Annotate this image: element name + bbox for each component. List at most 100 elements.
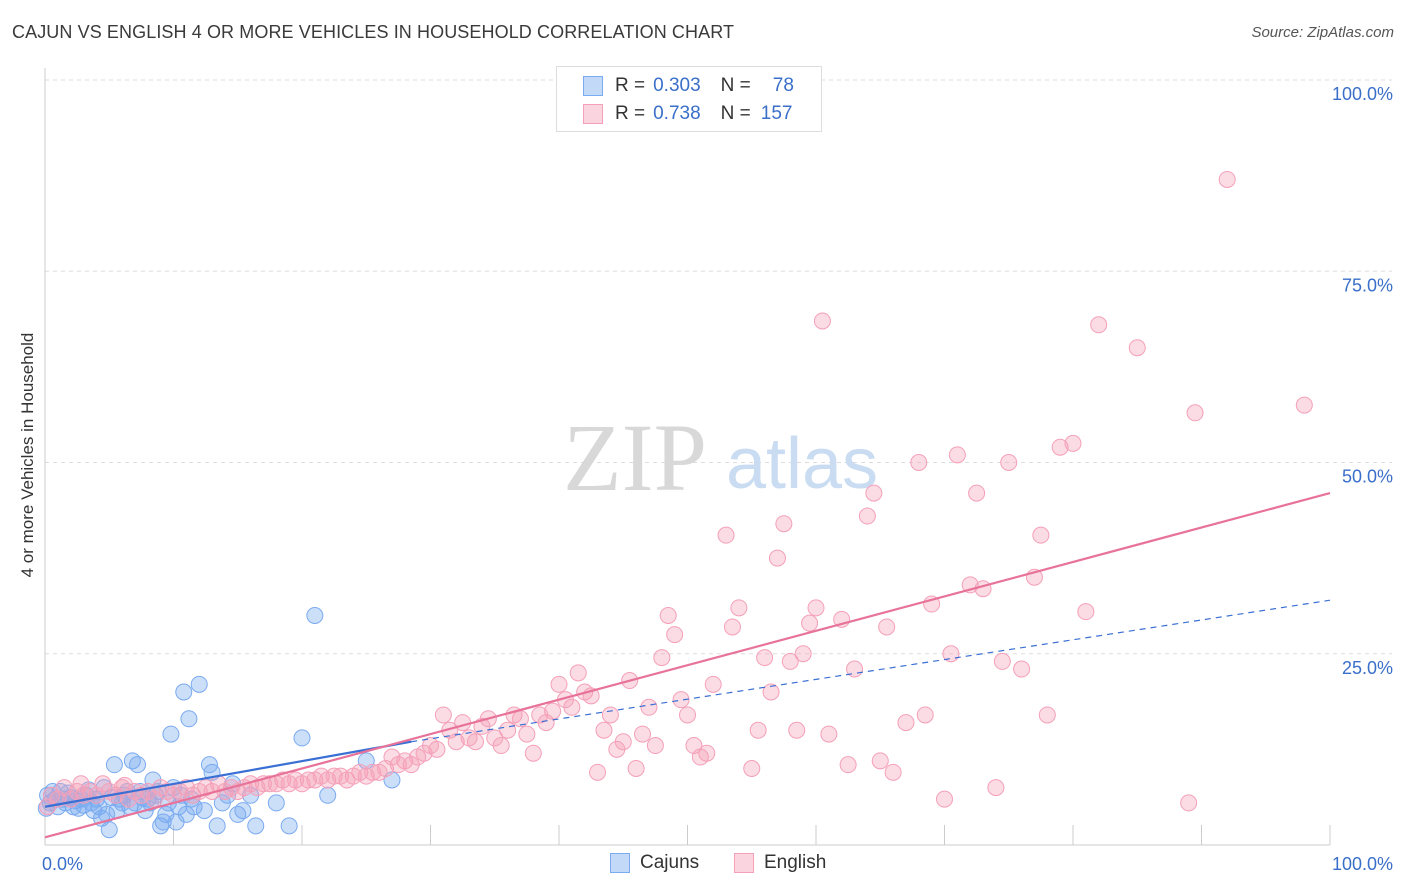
legend-row-cajuns: R = 0.303 N = 78 [583, 74, 794, 98]
english-swatch [734, 853, 754, 873]
english-point [1000, 454, 1018, 471]
n-label: N = [720, 75, 751, 96]
cajuns-point [190, 675, 208, 693]
cajuns-trend-extension [411, 599, 1331, 743]
trend-lines [44, 492, 1331, 839]
cajuns-point [319, 786, 337, 804]
english-point [948, 446, 966, 464]
english-point [801, 614, 819, 632]
cajuns-point [208, 817, 226, 835]
english-point [544, 702, 562, 720]
y-tick-label: 75.0% [1342, 275, 1393, 295]
english-point [550, 675, 568, 693]
english-point [878, 618, 896, 636]
english-point [434, 706, 452, 724]
english-point [563, 698, 581, 716]
english-swatch [583, 104, 603, 124]
x-tick-labels: 0.0% 100.0% [42, 854, 1393, 874]
n-value: 78 [772, 75, 794, 96]
y-tick-label: 100.0% [1332, 84, 1393, 104]
cajuns-point [175, 683, 193, 701]
english-point [595, 721, 613, 739]
english-point [762, 683, 780, 701]
y-axis-label: 4 or more Vehicles in Household [18, 332, 37, 578]
cajuns-point [234, 802, 252, 820]
english-point [730, 599, 748, 617]
english-point [1064, 434, 1082, 452]
english-point [518, 725, 536, 743]
english-point [1186, 404, 1204, 422]
english-point [679, 706, 696, 724]
series-legend: Cajuns English [0, 852, 1406, 878]
english-point [659, 607, 677, 624]
english-point [749, 721, 767, 739]
legend-row-english: R = 0.738 N = 157 [583, 102, 792, 126]
english-point [499, 721, 517, 739]
english-point [1128, 339, 1146, 357]
english-point [1090, 316, 1108, 334]
n-value: 157 [760, 103, 793, 124]
english-point [884, 763, 902, 781]
cajuns-point [180, 710, 198, 728]
english-point [261, 775, 279, 793]
cajuns-point [129, 756, 147, 774]
english-point [1218, 170, 1236, 188]
correlation-legend: R = 0.303 N = 78 R = 0.738 N = 157 [556, 66, 822, 132]
r-label: R = [615, 75, 646, 96]
english-point [1051, 438, 1069, 456]
axes [44, 68, 1331, 846]
english-point [871, 752, 889, 770]
english-point [987, 779, 1005, 797]
cajuns-trend-line [44, 740, 412, 808]
english-point [756, 649, 774, 667]
legend-label-cajuns: Cajuns [640, 852, 700, 873]
cajuns-swatch [610, 853, 630, 873]
watermark-atlas: atlas [726, 424, 878, 504]
english-point [640, 698, 658, 716]
english-point [1180, 794, 1198, 812]
watermark: ZIP atlas [563, 404, 878, 511]
gridlines [45, 79, 1392, 655]
english-point [781, 652, 799, 670]
english-point [454, 714, 472, 732]
english-point [672, 691, 690, 709]
english-point [936, 790, 953, 808]
source-credit: Source: ZipAtlas.com [1251, 24, 1394, 41]
cajuns-point [100, 821, 118, 839]
watermark-zip: ZIP [563, 404, 707, 511]
english-point [627, 760, 645, 777]
english-point [1077, 603, 1095, 621]
r-label: R = [615, 103, 646, 124]
english-point [1032, 526, 1050, 544]
english-point [807, 599, 825, 617]
y-tick-labels: 100.0% 75.0% 50.0% 25.0% [1332, 84, 1393, 678]
x-tick-label: 100.0% [1332, 854, 1393, 874]
legend-item-english[interactable]: English [734, 852, 826, 874]
scatter-points [37, 170, 1313, 839]
n-label: N = [720, 103, 751, 124]
english-point [858, 507, 876, 525]
cajuns-point [280, 817, 298, 835]
y-tick-label: 25.0% [1342, 658, 1393, 678]
english-point [1295, 396, 1313, 414]
english-point [698, 744, 716, 762]
english-point [601, 706, 619, 724]
english-point [1013, 660, 1031, 678]
english-point [916, 706, 934, 724]
legend-item-cajuns[interactable]: Cajuns [610, 852, 699, 874]
r-value: 0.738 [653, 103, 701, 124]
english-point [993, 652, 1011, 670]
cajuns-point [247, 817, 265, 835]
english-point [768, 549, 786, 567]
english-point [72, 775, 90, 793]
english-point [839, 756, 857, 774]
english-point [820, 725, 838, 743]
english-point [646, 737, 664, 755]
english-point [968, 484, 986, 502]
english-point [325, 767, 343, 785]
cajuns-point [195, 802, 213, 820]
english-point [299, 771, 317, 789]
english-point [364, 763, 382, 781]
english-point [653, 649, 671, 667]
